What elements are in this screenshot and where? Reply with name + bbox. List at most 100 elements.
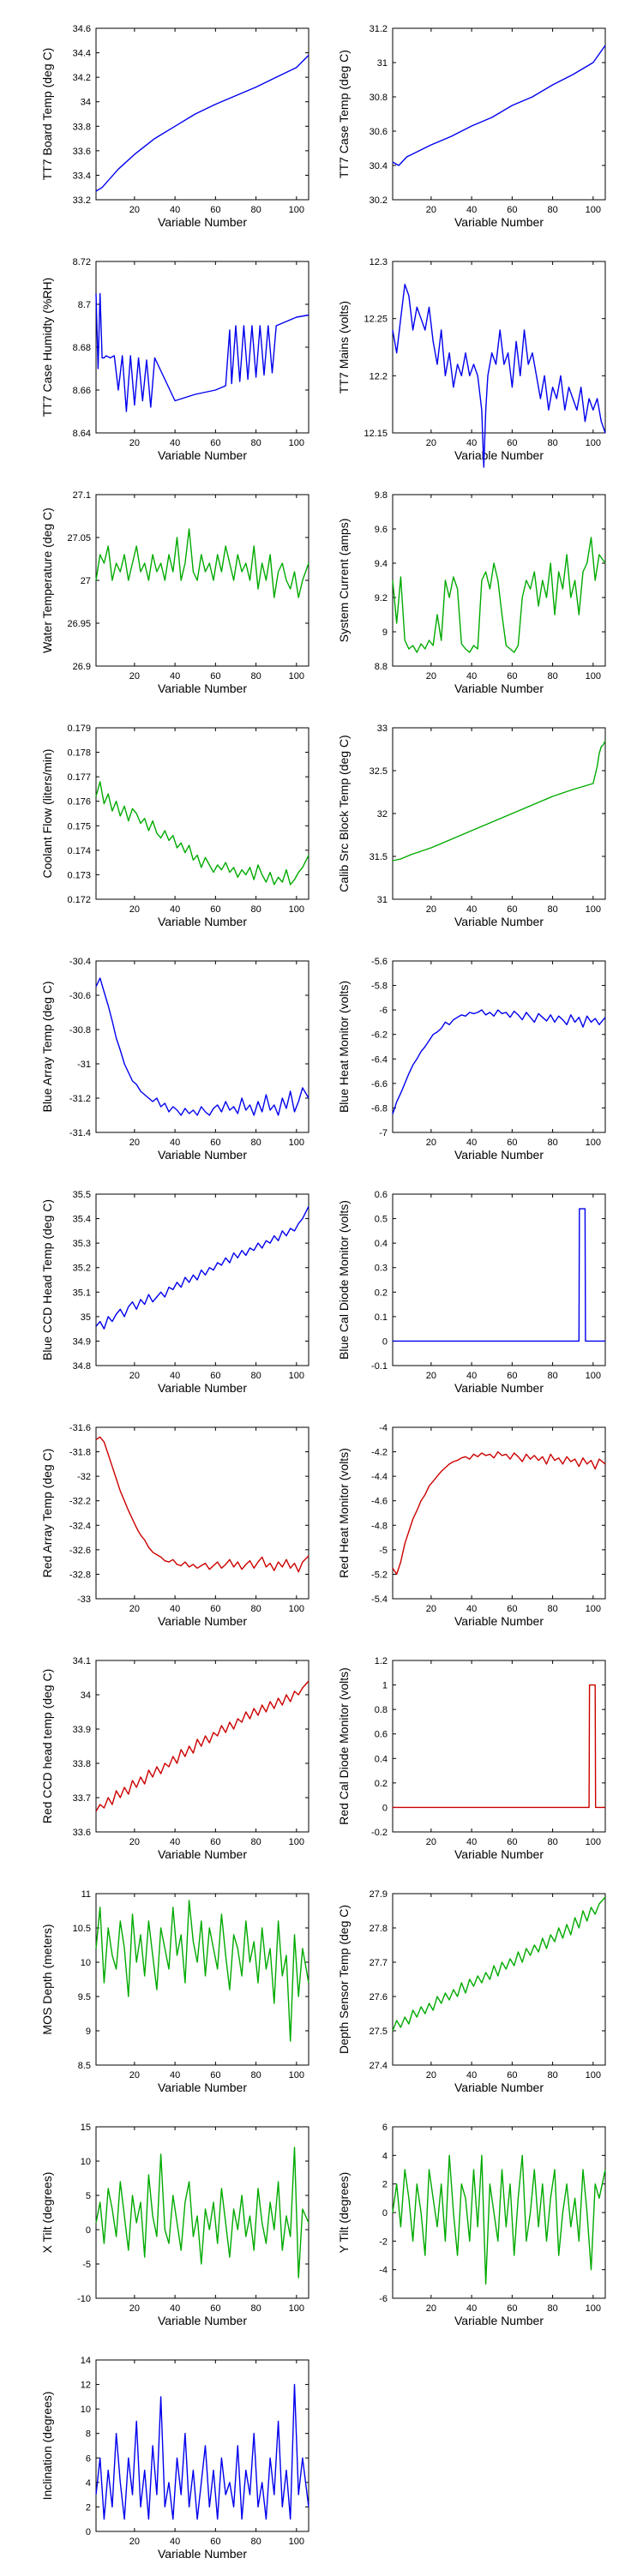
y-tick-label: -31.4 [69,1128,91,1138]
x-tick-label: 40 [170,2537,180,2547]
y-tick-label: -2 [379,2237,388,2247]
series-line-inclination [95,2383,309,2520]
series-line-x-tilt [95,2147,309,2279]
x-tick-label: 60 [210,1371,220,1381]
x-tick-label: 40 [170,438,180,448]
plot-area [392,1193,606,1366]
y-tick-label: 0.175 [67,821,91,832]
y-tick-label: 35.3 [73,1239,91,1249]
y-tick-label: -4 [379,1423,388,1433]
plot-area [95,1660,309,1833]
y-tick-label: 12.15 [364,429,388,439]
x-tick-label: 60 [210,438,220,448]
y-tick-label: -33 [77,1594,91,1605]
y-tick-label: 0.6 [375,1730,388,1740]
y-axis-label: TT7 Board Temp (deg C) [40,48,54,181]
y-tick-label: 33 [377,724,388,734]
x-tick-label: 60 [507,2070,517,2081]
y-axis-label: Red CCD head temp (deg C) [40,1669,54,1824]
y-tick-label: -5.2 [371,1570,388,1580]
series-line-tt7-board-temp [95,54,309,192]
y-tick-label: 31.2 [370,24,388,34]
y-tick-label: 10 [81,1958,91,1968]
y-axis-label: Red Cal Diode Monitor (volts) [337,1667,351,1825]
x-tick-label: 60 [210,1138,220,1148]
plot-area [95,727,309,900]
series-line-y-tilt [392,2154,606,2285]
x-axis-label: Variable Number [454,915,544,928]
y-tick-label: -4 [379,2266,388,2276]
y-axis-label: Blue Array Temp (deg C) [40,981,54,1112]
x-tick-label: 100 [586,904,601,915]
y-tick-label: 35.2 [73,1264,91,1274]
x-tick-label: 40 [170,1604,180,1614]
y-tick-label: 0.172 [67,895,91,905]
x-tick-label: 80 [547,904,557,915]
y-axis-label: Blue Cal Diode Monitor (volts) [337,1200,351,1360]
y-tick-label: 34.6 [73,24,91,34]
plot-area [95,261,309,434]
y-tick-label: 9.8 [375,490,388,501]
x-tick-label: 40 [466,904,477,915]
y-tick-label: 35.1 [73,1288,91,1298]
y-tick-label: -32.8 [69,1570,91,1580]
x-tick-label: 80 [547,2303,557,2314]
x-tick-label: 60 [210,1604,220,1614]
y-tick-label: 27.5 [370,2027,388,2037]
y-tick-label: 27 [81,576,91,586]
y-tick-label: 0 [382,1803,388,1813]
y-tick-label: 8.8 [375,662,388,672]
panel-red-cal-diode-monitor: -0.2 0 0.2 0.4 0.6 0.8 1 1.2 20 40 60 80 100 Variable… [337,1656,606,1861]
series-line-red-heat-monitor [392,1450,606,1576]
plot-area [392,27,606,201]
y-tick-label: 0 [86,2527,91,2537]
plot-area [95,1193,309,1366]
y-tick-label: -0.1 [371,1361,388,1372]
y-tick-label: 1 [382,1681,388,1691]
y-tick-label: -30.8 [69,1025,91,1036]
y-axis-label: MOS Depth (meters) [40,1924,54,2034]
y-tick-label: 9 [382,627,388,638]
x-tick-label: 40 [466,1371,477,1381]
x-tick-label: 100 [289,904,304,915]
y-tick-label: -6 [379,1006,388,1016]
x-tick-label: 100 [586,671,601,682]
y-tick-label: 33.9 [73,1725,91,1735]
x-tick-label: 100 [586,1371,601,1381]
panel-tt7-case-temp: 30.2 30.4 30.6 30.8 31 31.2 20 40 60 80 100 Variabl… [337,24,606,229]
y-tick-label: 10 [81,2157,91,2167]
panel-system-current: 8.8 9 9.2 9.4 9.6 9.8 20 40 60 80 100 Variable Numb… [337,490,606,695]
panel-red-heat-monitor: -5.4 -5.2 -5 -4.8 -4.6 -4.4 -4.2 -4 20 40 60 80 100 V… [337,1423,606,1628]
x-tick-label: 40 [170,671,180,682]
x-axis-label: Variable Number [158,1847,247,1861]
x-tick-label: 80 [547,1371,557,1381]
x-axis-label: Variable Number [454,1381,544,1395]
y-tick-label: 8.68 [73,343,91,353]
y-tick-label: 31 [377,58,388,69]
x-tick-label: 80 [250,2537,261,2547]
y-tick-label: 0 [382,2208,388,2219]
y-tick-label: 26.9 [73,662,91,672]
x-tick-label: 60 [210,2070,220,2081]
x-tick-label: 20 [129,1371,140,1381]
x-tick-label: 100 [586,205,601,215]
x-tick-label: 60 [507,1604,517,1614]
x-tick-label: 80 [250,671,261,682]
x-tick-label: 20 [426,205,436,215]
series-line-tt7-case-temp [392,45,606,166]
panel-tt7-board-temp: 33.2 33.4 33.6 33.8 34 34.2 34.4 34.6 20 40 60 80 10… [40,24,309,229]
x-axis-label: Variable Number [158,1381,247,1395]
y-axis-label: Coolant Flow (liters/min) [40,749,54,879]
y-tick-label: 0.177 [67,772,91,783]
plot-area [95,2126,309,2299]
plot-area [95,1893,309,2066]
x-tick-label: 80 [250,1604,261,1614]
y-tick-label: 0.2 [375,1779,388,1789]
y-tick-label: 27.8 [370,1924,388,1934]
series-line-blue-array-temp [95,977,309,1116]
plot-area [392,960,606,1133]
x-tick-label: 20 [426,2070,436,2081]
y-tick-label: -31.6 [69,1423,91,1433]
x-tick-label: 40 [466,438,477,448]
x-tick-label: 40 [170,1138,180,1148]
